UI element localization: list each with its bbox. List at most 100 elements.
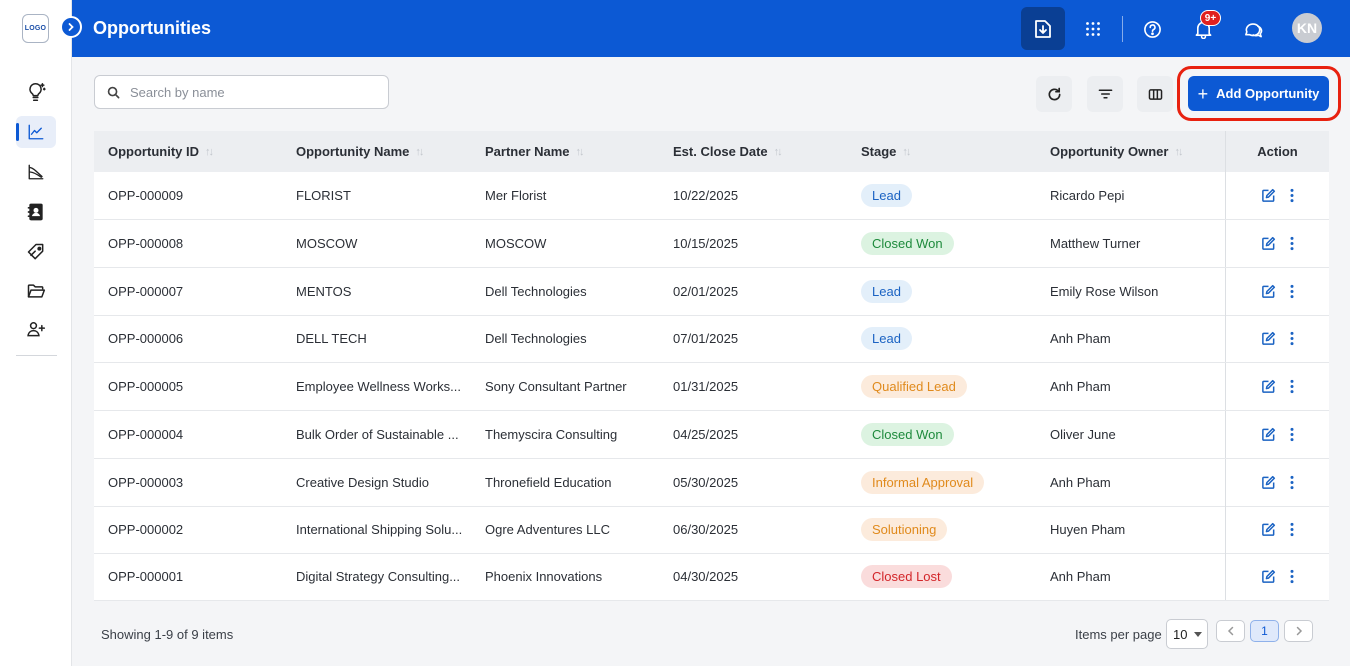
folder-open-icon [27, 284, 46, 298]
cell-close-date: 04/30/2025 [673, 569, 739, 584]
edit-button[interactable] [1261, 379, 1276, 394]
edit-button[interactable] [1261, 569, 1276, 584]
column-header-id[interactable]: Opportunity ID ↑↓ [108, 131, 214, 172]
sort-icon: ↑↓ [773, 145, 783, 158]
items-per-page-select[interactable]: 10 [1166, 619, 1208, 649]
more-options-button[interactable] [1290, 427, 1294, 442]
cell-close-date: 10/15/2025 [673, 236, 739, 251]
column-header-name[interactable]: Opportunity Name ↑↓ [296, 131, 424, 172]
contact-book-icon [27, 203, 43, 221]
more-vertical-icon [1290, 379, 1294, 394]
apps-grid-button[interactable] [1076, 12, 1110, 46]
cell-partner: Phoenix Innovations [485, 569, 603, 584]
cell-actions [1225, 553, 1329, 600]
more-options-button[interactable] [1290, 569, 1294, 584]
column-header-action: Action [1225, 131, 1329, 172]
more-options-button[interactable] [1290, 475, 1294, 490]
items-per-page-value: 10 [1173, 626, 1188, 642]
user-avatar[interactable]: KN [1292, 13, 1322, 43]
cell-id: OPP-000007 [108, 284, 184, 299]
search-input[interactable] [130, 84, 370, 100]
add-opportunity-button[interactable]: + Add Opportunity [1188, 76, 1329, 111]
export-button[interactable] [1021, 7, 1065, 50]
chevron-right-icon [1296, 626, 1302, 636]
sidebar: LOGO [0, 0, 72, 666]
stage-badge: Closed Won [861, 423, 954, 446]
filter-button[interactable] [1087, 76, 1123, 112]
edit-button[interactable] [1261, 475, 1276, 490]
cell-owner: Ricardo Pepi [1050, 188, 1125, 203]
edit-button[interactable] [1261, 427, 1276, 442]
cell-partner: Thronefield Education [485, 475, 612, 490]
cell-stage: Closed Won [861, 220, 954, 267]
cell-owner: Emily Rose Wilson [1050, 284, 1159, 299]
sort-icon: ↑↓ [575, 145, 585, 158]
sidebar-item-analytics[interactable] [16, 156, 56, 188]
chat-button[interactable] [1236, 12, 1270, 46]
sidebar-item-deals[interactable] [16, 236, 56, 268]
column-header-stage[interactable]: Stage ↑↓ [861, 131, 911, 172]
refresh-button[interactable] [1036, 76, 1072, 112]
edit-button[interactable] [1261, 331, 1276, 346]
more-options-button[interactable] [1290, 188, 1294, 203]
search-box[interactable] [94, 75, 389, 109]
table-row[interactable]: OPP-000008 MOSCOW MOSCOW 10/15/2025 Clos… [94, 220, 1329, 268]
edit-button[interactable] [1261, 236, 1276, 251]
showing-count: Showing 1-9 of 9 items [101, 627, 234, 642]
table-row[interactable]: OPP-000009 FLORIST Mer Florist 10/22/202… [94, 172, 1329, 220]
more-vertical-icon [1290, 475, 1294, 490]
help-button[interactable] [1135, 12, 1169, 46]
table-row[interactable]: OPP-000005 Employee Wellness Works... So… [94, 363, 1329, 411]
notification-badge: 9+ [1200, 10, 1221, 26]
table-row[interactable]: OPP-000001 Digital Strategy Consulting..… [94, 553, 1329, 601]
filter-lines-icon [1098, 89, 1112, 99]
edit-button[interactable] [1261, 188, 1276, 203]
cell-id: OPP-000006 [108, 331, 184, 346]
column-header-partner[interactable]: Partner Name ↑↓ [485, 131, 585, 172]
table-header: Opportunity ID ↑↓ Opportunity Name ↑↓ Part… [94, 131, 1329, 172]
chat-bubbles-icon [1244, 23, 1262, 38]
cell-stage: Lead [861, 172, 912, 219]
more-options-button[interactable] [1290, 284, 1294, 299]
next-page-button[interactable] [1284, 620, 1313, 642]
cell-name: Bulk Order of Sustainable ... [296, 427, 459, 442]
cell-close-date: 04/25/2025 [673, 427, 739, 442]
table-row[interactable]: OPP-000004 Bulk Order of Sustainable ...… [94, 411, 1329, 459]
edit-icon [1262, 379, 1276, 393]
edit-button[interactable] [1261, 284, 1276, 299]
more-options-button[interactable] [1290, 522, 1294, 537]
table-row[interactable]: OPP-000006 DELL TECH Dell Technologies 0… [94, 315, 1329, 363]
column-header-owner[interactable]: Opportunity Owner ↑↓ [1050, 131, 1183, 172]
sidebar-item-ideas[interactable] [16, 76, 56, 108]
sidebar-item-add-user[interactable] [16, 313, 56, 345]
page-button-current[interactable]: 1 [1250, 620, 1279, 642]
edit-button[interactable] [1261, 522, 1276, 537]
cell-actions [1225, 363, 1329, 410]
opportunities-table: Opportunity ID ↑↓ Opportunity Name ↑↓ Part… [94, 131, 1329, 601]
sidebar-item-opportunities[interactable] [16, 116, 56, 148]
cell-name: Digital Strategy Consulting... [296, 569, 461, 584]
stage-badge: Qualified Lead [861, 375, 967, 398]
edit-icon [1262, 522, 1276, 536]
search-icon [107, 86, 120, 98]
table-row[interactable]: OPP-000007 MENTOS Dell Technologies 02/0… [94, 268, 1329, 316]
sort-icon: ↑↓ [902, 145, 911, 158]
cell-actions [1225, 220, 1329, 267]
edit-icon [1262, 284, 1276, 298]
column-header-close-date[interactable]: Est. Close Date ↑↓ [673, 131, 783, 172]
more-options-button[interactable] [1290, 331, 1294, 346]
expand-sidebar-button[interactable] [60, 16, 82, 38]
prev-page-button[interactable] [1216, 620, 1245, 642]
columns-button[interactable] [1137, 76, 1173, 112]
cell-name: Creative Design Studio [296, 475, 429, 490]
more-options-button[interactable] [1290, 379, 1294, 394]
cell-close-date: 07/01/2025 [673, 331, 739, 346]
table-row[interactable]: OPP-000002 International Shipping Solu..… [94, 506, 1329, 554]
table-row[interactable]: OPP-000003 Creative Design Studio Throne… [94, 459, 1329, 507]
more-options-button[interactable] [1290, 236, 1294, 251]
cell-stage: Informal Approval [861, 459, 985, 506]
more-vertical-icon [1290, 569, 1294, 584]
sidebar-item-files[interactable] [16, 275, 56, 307]
sidebar-item-contacts[interactable] [16, 196, 56, 228]
stage-badge: Informal Approval [861, 471, 985, 494]
